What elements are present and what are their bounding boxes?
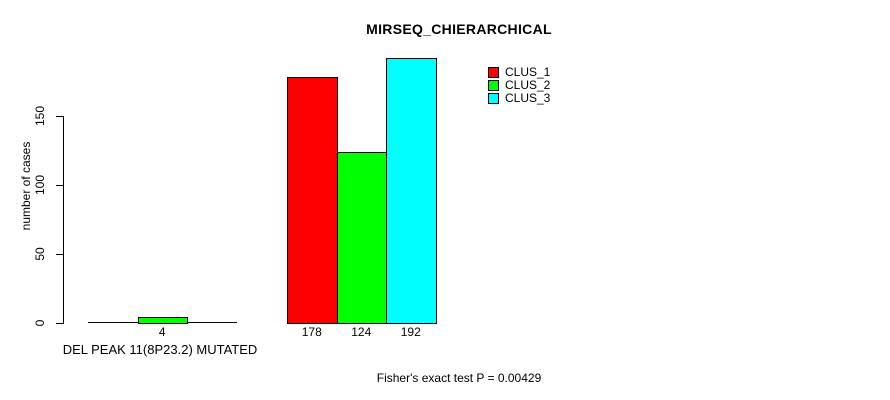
- legend-item-clus_3: CLUS_3: [488, 92, 550, 105]
- y-tick-label: 150: [33, 105, 47, 127]
- y-axis-line: [63, 116, 64, 324]
- legend-item-clus_1: CLUS_1: [488, 66, 550, 79]
- legend-label: CLUS_3: [505, 91, 551, 105]
- y-tick: [56, 116, 64, 117]
- y-axis-title: number of cases: [19, 141, 33, 231]
- bar-value-label: 124: [351, 325, 372, 339]
- y-tick-label: 100: [33, 174, 47, 196]
- chart-title: MIRSEQ_CHIERARCHICAL: [366, 21, 552, 37]
- y-tick: [56, 185, 64, 186]
- y-tick-label: 0: [33, 319, 47, 327]
- bar-clus_2: [336, 151, 387, 324]
- legend: CLUS_1 CLUS_2 CLUS_3: [488, 66, 550, 105]
- y-tick: [56, 323, 64, 324]
- y-tick: [56, 254, 64, 255]
- legend-swatch-clus_1: [488, 67, 499, 78]
- x-axis-label: DEL PEAK 11(8P23.2) MUTATED: [62, 342, 258, 357]
- legend-label: CLUS_2: [505, 78, 551, 92]
- y-tick-label: 50: [33, 247, 47, 261]
- fisher-test-annotation: Fisher's exact test P = 0.00429: [376, 371, 542, 385]
- bar-clus_3: [386, 58, 437, 324]
- bar-value-label: 4: [158, 325, 166, 339]
- legend-swatch-clus_2: [488, 80, 499, 91]
- bar-value-label: 178: [301, 325, 322, 339]
- bar-value-label: 192: [400, 325, 421, 339]
- legend-swatch-clus_3: [488, 93, 499, 104]
- bar-clus_1: [287, 77, 338, 324]
- bar-clus_2: [137, 317, 188, 324]
- legend-label: CLUS_1: [505, 65, 551, 79]
- legend-item-clus_2: CLUS_2: [488, 79, 550, 92]
